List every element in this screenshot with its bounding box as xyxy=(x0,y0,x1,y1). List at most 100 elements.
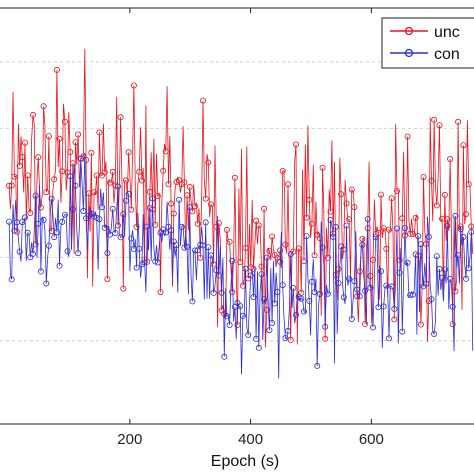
point-unc-148 xyxy=(202,195,209,202)
point-con-290 xyxy=(391,305,398,312)
point-con-206 xyxy=(279,282,286,289)
point-con-294 xyxy=(396,269,403,276)
point-unc-68 xyxy=(96,129,103,136)
point-unc-236 xyxy=(319,164,326,171)
point-con-320 xyxy=(431,330,438,337)
point-unc-110 xyxy=(152,221,159,228)
point-con-340 xyxy=(457,226,464,233)
point-con-216 xyxy=(292,311,299,318)
legend-label-con: con xyxy=(434,46,460,63)
point-con-12 xyxy=(21,214,28,221)
point-unc-58 xyxy=(83,156,90,163)
point-con-108 xyxy=(149,195,156,202)
point-con-126 xyxy=(173,242,180,249)
point-con-314 xyxy=(423,280,430,287)
point-con-168 xyxy=(229,257,236,264)
point-con-252 xyxy=(340,294,347,301)
point-con-22 xyxy=(35,220,42,227)
point-unc-334 xyxy=(449,321,456,328)
point-con-182 xyxy=(247,272,254,279)
x-axis-label: Epoch (s) xyxy=(211,453,279,470)
point-unc-186 xyxy=(253,217,260,224)
point-unc-164 xyxy=(223,226,230,233)
point-con-148 xyxy=(202,219,209,226)
point-unc-208 xyxy=(282,241,289,248)
point-con-334 xyxy=(449,303,456,310)
point-unc-210 xyxy=(284,181,291,188)
point-con-140 xyxy=(191,247,198,254)
point-unc-36 xyxy=(53,66,60,73)
point-con-130 xyxy=(178,223,185,230)
point-unc-344 xyxy=(462,211,469,218)
point-unc-114 xyxy=(157,289,164,296)
point-unc-2 xyxy=(8,182,15,189)
point-unc-116 xyxy=(160,167,167,174)
point-con-0 xyxy=(6,218,13,225)
point-unc-46 xyxy=(67,148,74,155)
point-con-266 xyxy=(359,241,366,248)
point-unc-172 xyxy=(234,321,241,328)
point-unc-304 xyxy=(409,231,416,238)
point-con-50 xyxy=(72,182,79,189)
point-con-72 xyxy=(101,224,108,231)
point-con-46 xyxy=(67,173,74,180)
point-unc-150 xyxy=(205,159,212,166)
point-unc-312 xyxy=(420,174,427,181)
point-con-226 xyxy=(306,297,313,304)
point-unc-166 xyxy=(226,238,233,245)
point-unc-38 xyxy=(56,135,63,142)
point-con-208 xyxy=(282,334,289,341)
point-unc-212 xyxy=(287,336,294,343)
point-unc-248 xyxy=(335,265,342,272)
gridlines xyxy=(0,61,474,342)
point-unc-22 xyxy=(35,154,42,161)
point-unc-300 xyxy=(404,133,411,140)
point-con-300 xyxy=(404,259,411,266)
point-unc-168 xyxy=(229,288,236,295)
point-unc-62 xyxy=(88,149,95,156)
point-con-98 xyxy=(136,245,143,252)
point-unc-324 xyxy=(436,122,443,129)
point-unc-86 xyxy=(120,285,127,292)
point-unc-6 xyxy=(13,228,20,235)
point-unc-136 xyxy=(186,183,193,190)
point-unc-174 xyxy=(237,258,244,265)
point-con-236 xyxy=(319,244,326,251)
point-unc-10 xyxy=(19,154,26,161)
point-unc-80 xyxy=(112,182,119,189)
point-unc-90 xyxy=(125,149,132,156)
point-con-330 xyxy=(444,222,451,229)
point-con-296 xyxy=(399,328,406,335)
point-con-138 xyxy=(189,298,196,305)
point-con-316 xyxy=(425,233,432,240)
point-con-298 xyxy=(401,224,408,231)
point-con-36 xyxy=(53,229,60,236)
point-con-26 xyxy=(40,216,47,223)
point-con-122 xyxy=(168,227,175,234)
point-con-154 xyxy=(210,289,217,296)
series-line-con xyxy=(8,152,474,379)
point-unc-196 xyxy=(266,247,273,254)
point-con-176 xyxy=(239,312,246,319)
point-unc-272 xyxy=(367,273,374,280)
point-unc-98 xyxy=(136,168,143,175)
point-con-144 xyxy=(197,241,204,248)
point-con-88 xyxy=(123,197,130,204)
point-unc-26 xyxy=(40,103,47,110)
series-con xyxy=(6,152,474,379)
point-con-210 xyxy=(284,327,291,334)
point-con-232 xyxy=(314,362,321,369)
point-con-256 xyxy=(346,275,353,282)
point-con-342 xyxy=(460,233,467,240)
point-con-286 xyxy=(385,335,392,342)
point-unc-258 xyxy=(348,186,355,193)
point-unc-100 xyxy=(138,177,145,184)
point-con-258 xyxy=(348,315,355,322)
point-con-118 xyxy=(162,229,169,236)
point-unc-306 xyxy=(412,214,419,221)
point-con-202 xyxy=(274,288,281,295)
point-unc-266 xyxy=(359,235,366,242)
point-con-68 xyxy=(96,216,103,223)
point-unc-264 xyxy=(356,268,363,275)
